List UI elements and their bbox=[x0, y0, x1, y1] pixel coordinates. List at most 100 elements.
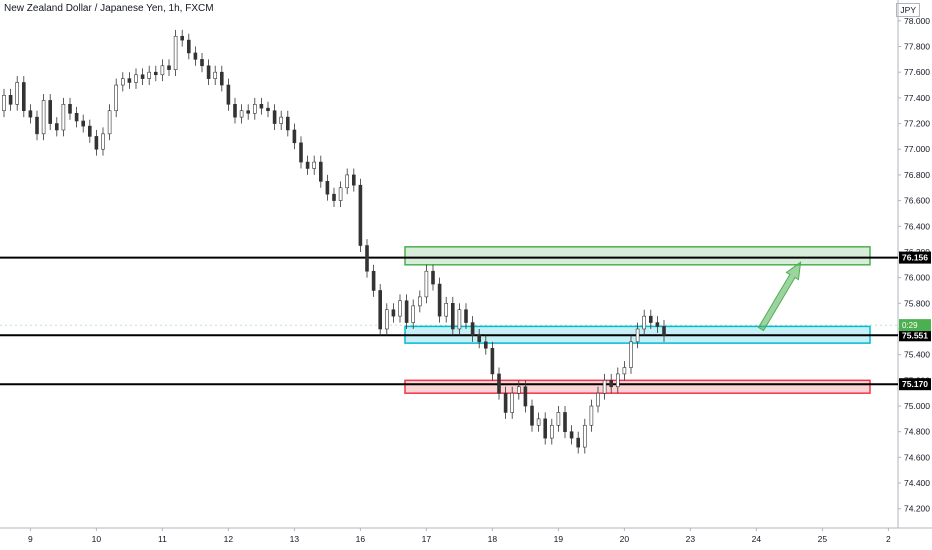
candle-body bbox=[431, 270, 435, 285]
currency-label[interactable]: JPY bbox=[896, 3, 920, 17]
candle-body bbox=[411, 305, 416, 323]
candle-body bbox=[523, 386, 528, 407]
candle-body bbox=[15, 82, 19, 105]
candle-body bbox=[378, 290, 383, 330]
candle-body bbox=[285, 116, 290, 131]
candle-body bbox=[444, 303, 449, 317]
candle-body bbox=[8, 95, 13, 105]
candle-body bbox=[543, 418, 548, 439]
candle-body bbox=[622, 367, 627, 375]
candle-body bbox=[140, 74, 145, 79]
candle-body bbox=[345, 174, 350, 189]
candle-body bbox=[154, 71, 158, 76]
candle-body bbox=[338, 187, 343, 201]
x-tick-label: 12 bbox=[224, 534, 234, 544]
current-price-tag-label: 0:29 bbox=[902, 321, 918, 330]
candle-body bbox=[483, 341, 488, 349]
x-tick-label: 2 bbox=[886, 534, 891, 544]
candle-body bbox=[318, 161, 323, 182]
candle-body bbox=[589, 405, 594, 426]
y-tick-label: 76.800 bbox=[904, 170, 930, 180]
candle-body bbox=[114, 84, 118, 112]
y-tick-label: 74.800 bbox=[904, 427, 930, 437]
y-tick-label: 74.200 bbox=[904, 504, 930, 514]
candle-body bbox=[206, 65, 211, 79]
y-tick-label: 74.400 bbox=[904, 478, 930, 488]
x-tick-label: 10 bbox=[92, 534, 102, 544]
candle-body bbox=[384, 309, 389, 330]
candle-body bbox=[259, 103, 264, 109]
candle-body bbox=[266, 107, 270, 112]
candle-body bbox=[187, 39, 191, 54]
candle-body bbox=[21, 82, 26, 112]
candle-body bbox=[325, 181, 330, 195]
candle-body bbox=[648, 315, 653, 323]
candle-body bbox=[365, 245, 369, 272]
candle-body bbox=[48, 100, 53, 124]
y-tick-label: 77.400 bbox=[904, 93, 930, 103]
candle-body bbox=[305, 161, 310, 169]
candle-body bbox=[576, 437, 581, 448]
x-tick-label: 24 bbox=[752, 534, 762, 544]
candle-body bbox=[569, 431, 574, 439]
candle-body bbox=[510, 392, 515, 413]
y-tick-label: 77.000 bbox=[904, 144, 930, 154]
candle-body bbox=[470, 322, 475, 336]
level-tag-bg bbox=[899, 251, 931, 264]
candle-body bbox=[68, 103, 72, 114]
candle-body bbox=[193, 52, 198, 60]
candle-body bbox=[662, 326, 666, 336]
candle-body bbox=[424, 270, 429, 298]
y-tick-label: 75.800 bbox=[904, 298, 930, 308]
y-tick-label: 75.400 bbox=[904, 350, 930, 360]
x-tick-label: 18 bbox=[488, 534, 498, 544]
level-tag-bg bbox=[899, 329, 931, 342]
x-tick-label: 25 bbox=[818, 534, 828, 544]
x-tick-label: 11 bbox=[158, 534, 167, 544]
candle-body bbox=[582, 424, 587, 448]
candle-body bbox=[233, 103, 237, 118]
candle-body bbox=[596, 392, 600, 407]
candle-body bbox=[94, 136, 99, 150]
candle-body bbox=[253, 103, 257, 114]
candle-body bbox=[121, 78, 125, 86]
y-tick-label: 76.000 bbox=[904, 273, 930, 283]
candle-body bbox=[563, 412, 567, 433]
level-tag-bg bbox=[899, 378, 931, 391]
x-tick-label: 13 bbox=[290, 534, 300, 544]
candle-body bbox=[536, 418, 541, 426]
zone-box[interactable] bbox=[404, 246, 871, 266]
candle-body bbox=[101, 133, 105, 150]
candle-body bbox=[398, 300, 402, 317]
candle-body bbox=[655, 322, 660, 327]
candle-body bbox=[213, 71, 217, 79]
target-arrow[interactable] bbox=[757, 261, 802, 332]
candle-body bbox=[312, 161, 317, 169]
y-tick-label: 76.600 bbox=[904, 196, 930, 206]
candle-body bbox=[530, 405, 534, 426]
candle-body bbox=[332, 193, 336, 201]
x-tick-label: 17 bbox=[422, 534, 432, 544]
candle-body bbox=[549, 424, 554, 439]
zone-box[interactable] bbox=[404, 379, 871, 394]
candle-body bbox=[28, 110, 33, 118]
x-tick-label: 16 bbox=[356, 534, 366, 544]
candle-body bbox=[503, 392, 508, 413]
y-tick-label: 75.000 bbox=[904, 401, 930, 411]
y-tick-label: 78.000 bbox=[904, 16, 930, 26]
candle-body bbox=[490, 347, 495, 375]
candle-body bbox=[629, 341, 633, 368]
candle-body bbox=[371, 270, 376, 291]
candle-body bbox=[147, 71, 151, 79]
x-tick-label: 9 bbox=[28, 534, 33, 544]
current-price-tag-bg bbox=[899, 319, 931, 332]
candle-body bbox=[279, 116, 284, 124]
candle-body bbox=[464, 309, 468, 323]
candle-body bbox=[292, 129, 297, 144]
candle-body bbox=[200, 59, 204, 67]
candle-body bbox=[173, 35, 178, 70]
candle-body bbox=[299, 142, 303, 163]
candle-body bbox=[54, 123, 59, 131]
candle-body bbox=[160, 65, 165, 76]
